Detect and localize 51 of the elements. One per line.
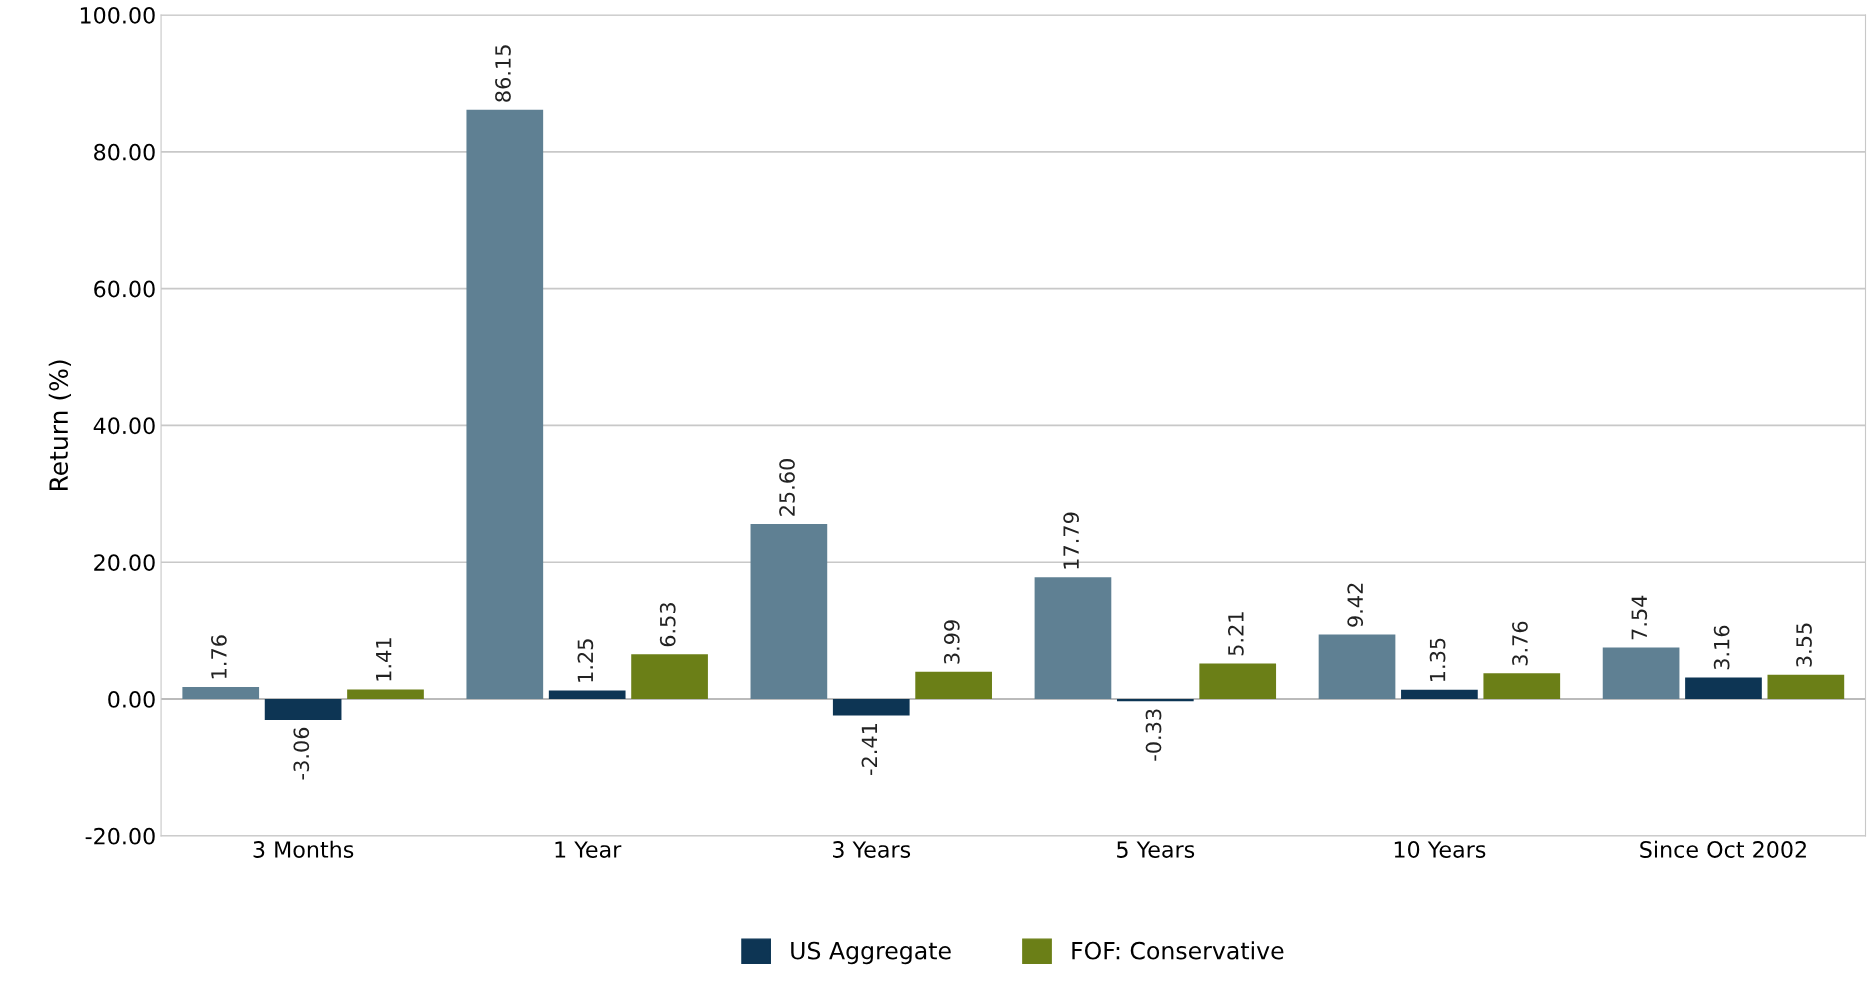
bar xyxy=(832,699,910,716)
data-label: 9.42 xyxy=(1347,583,1364,627)
data-label: 17.79 xyxy=(1063,512,1079,569)
x-tick-label: 5 Years xyxy=(1117,841,1195,858)
data-label: 1.41 xyxy=(376,638,392,681)
y-tick-label: 60.00 xyxy=(94,280,155,298)
bar xyxy=(1767,674,1845,700)
bar xyxy=(1034,577,1112,700)
data-label: 1.35 xyxy=(1429,638,1446,681)
y-tick-label: 0.00 xyxy=(108,690,155,708)
bar xyxy=(750,523,828,700)
x-tick-label: 1 Year xyxy=(555,841,622,858)
bar xyxy=(1602,647,1680,700)
y-tick-label: 80.00 xyxy=(94,143,155,161)
bar xyxy=(915,671,992,700)
bar xyxy=(1401,689,1478,700)
x-tick-label: 10 Years xyxy=(1394,841,1486,858)
y-tick-label: 100.00 xyxy=(80,6,155,24)
bar xyxy=(1685,677,1762,700)
data-label: 7.54 xyxy=(1631,595,1648,640)
data-label: 3.55 xyxy=(1796,623,1812,667)
legend-label: US Aggregate xyxy=(791,941,951,965)
x-tick-label: 3 Months xyxy=(253,840,354,858)
x-tick-label: 3 Years xyxy=(833,841,911,858)
bar xyxy=(1318,634,1396,700)
bar xyxy=(264,699,342,720)
bar xyxy=(1483,673,1561,700)
y-tick-label: -20.00 xyxy=(85,827,155,845)
x-tick-label: Since Oct 2002 xyxy=(1640,840,1806,858)
data-label: -2.41 xyxy=(861,724,878,775)
y-tick-label: 40.00 xyxy=(93,417,155,435)
bar xyxy=(347,689,424,700)
data-label: -0.33 xyxy=(1145,709,1162,761)
data-label: 1.76 xyxy=(211,635,227,679)
legend-label: FOF: Conservative xyxy=(1072,941,1284,960)
data-label: 25.60 xyxy=(779,459,795,516)
y-tick-label: 20.00 xyxy=(94,554,155,571)
y-axis-title: Return (%) xyxy=(48,360,71,491)
data-label: -3.06 xyxy=(293,727,310,780)
bar xyxy=(466,109,544,700)
bar xyxy=(182,686,260,700)
bar xyxy=(1199,663,1277,700)
data-label: 6.53 xyxy=(659,603,676,647)
data-label: 86.15 xyxy=(495,45,511,102)
bar xyxy=(631,654,708,700)
data-label: 1.25 xyxy=(577,639,594,682)
data-label: 5.21 xyxy=(1228,612,1244,656)
data-label: 3.16 xyxy=(1713,625,1730,670)
data-label: 3.76 xyxy=(1512,621,1528,666)
bar xyxy=(548,690,626,700)
data-label: 3.99 xyxy=(943,620,960,664)
